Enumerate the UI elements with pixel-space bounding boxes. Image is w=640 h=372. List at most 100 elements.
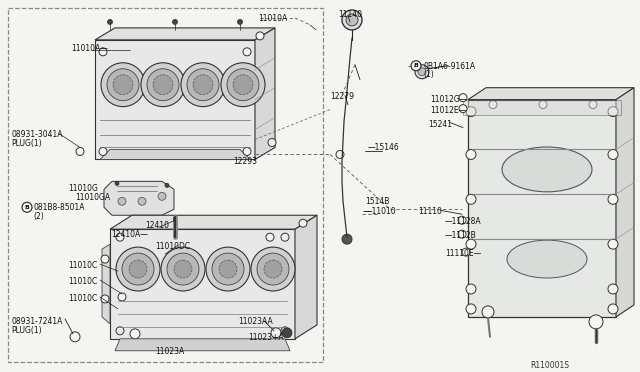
Text: PLUG(1): PLUG(1) [11,326,42,335]
Polygon shape [295,215,317,339]
Circle shape [466,194,476,204]
Text: 11010GA: 11010GA [75,193,110,202]
Circle shape [227,69,259,101]
Polygon shape [468,100,616,317]
Circle shape [459,94,467,102]
Circle shape [539,101,547,109]
Circle shape [174,260,192,278]
Text: 11023+A: 11023+A [248,333,284,342]
Text: 08931-3041A: 08931-3041A [11,129,63,138]
Text: —11128A: —11128A [445,217,482,226]
Circle shape [141,63,185,107]
Text: 11010G: 11010G [68,185,98,193]
Circle shape [173,19,177,25]
Text: R110001S: R110001S [530,361,569,370]
Circle shape [122,253,154,285]
Text: (2): (2) [33,212,44,221]
Circle shape [281,327,289,335]
Polygon shape [468,88,634,100]
Circle shape [107,69,139,101]
Text: 11023AA: 11023AA [238,317,273,326]
Text: 08931-7241A: 08931-7241A [11,317,62,326]
Text: 11010C: 11010C [68,294,97,303]
Circle shape [70,332,80,342]
Circle shape [158,192,166,200]
Circle shape [165,183,169,187]
Polygon shape [95,28,275,40]
Circle shape [418,68,426,76]
Text: 11010A—: 11010A— [71,44,108,53]
Circle shape [138,197,146,205]
Circle shape [608,304,618,314]
Circle shape [466,284,476,294]
Text: 11023A: 11023A [155,347,184,356]
Circle shape [342,234,352,244]
Circle shape [221,63,265,107]
Circle shape [466,150,476,160]
Ellipse shape [507,240,587,278]
Circle shape [116,233,124,241]
Circle shape [108,19,113,25]
Circle shape [282,328,292,338]
Circle shape [187,69,219,101]
Text: 0B1A6-9161A: 0B1A6-9161A [423,62,475,71]
Circle shape [116,247,160,291]
Text: 15241: 15241 [428,119,452,129]
Circle shape [489,101,497,109]
Circle shape [466,107,476,116]
Circle shape [342,10,362,30]
Circle shape [206,247,250,291]
Text: 11010C: 11010C [68,261,97,270]
Text: B: B [24,205,29,210]
Circle shape [129,260,147,278]
Polygon shape [102,244,110,324]
Circle shape [411,61,421,71]
Text: 11110: 11110 [418,207,442,216]
Circle shape [268,138,276,147]
Circle shape [589,315,603,329]
Circle shape [256,32,264,40]
Circle shape [466,304,476,314]
Circle shape [181,63,225,107]
Circle shape [482,306,494,318]
Text: 11010A: 11010A [258,14,287,23]
Circle shape [193,75,213,94]
Text: 11140: 11140 [338,10,362,19]
Polygon shape [110,229,295,339]
Text: 081B8-8501A: 081B8-8501A [33,203,84,212]
Circle shape [101,295,109,303]
Circle shape [336,150,344,158]
Ellipse shape [502,147,592,192]
Polygon shape [110,215,317,229]
Circle shape [116,327,124,335]
Circle shape [459,105,467,113]
Text: 12279: 12279 [330,92,354,101]
Text: 11012G—: 11012G— [430,94,467,104]
Circle shape [264,260,282,278]
Circle shape [219,260,237,278]
Text: 11010C: 11010C [68,277,97,286]
Circle shape [251,247,295,291]
Circle shape [99,147,107,155]
Polygon shape [255,28,275,160]
Polygon shape [616,88,634,317]
Text: PLUG(1): PLUG(1) [11,138,42,148]
Circle shape [281,233,289,241]
Circle shape [271,328,281,338]
Circle shape [608,107,618,116]
Circle shape [257,253,289,285]
Text: 12293: 12293 [233,157,257,166]
Circle shape [608,239,618,249]
Text: 1514B: 1514B [365,197,389,206]
Polygon shape [104,182,174,215]
Circle shape [233,75,253,94]
Circle shape [153,75,173,94]
Circle shape [608,284,618,294]
Polygon shape [100,150,250,160]
Circle shape [115,182,119,185]
Circle shape [76,147,84,155]
Circle shape [266,233,274,241]
Circle shape [118,197,126,205]
Polygon shape [95,40,255,160]
Text: —: — [363,207,371,216]
